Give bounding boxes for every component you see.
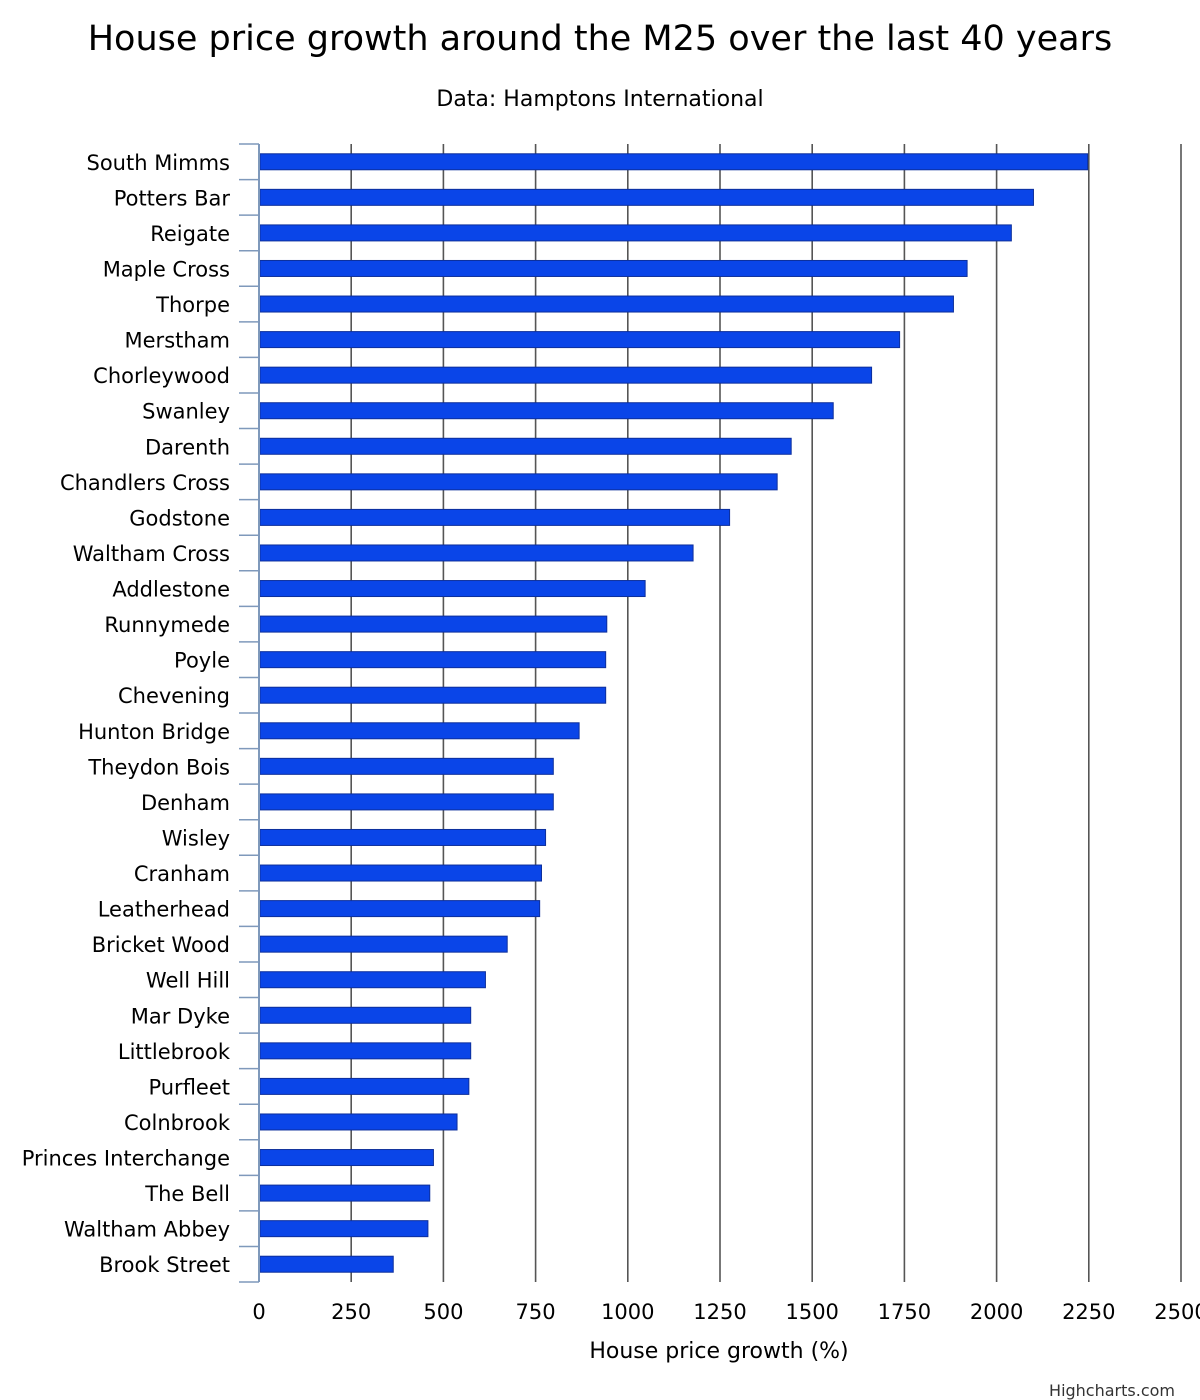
category-label: Purfleet <box>148 1075 230 1099</box>
bar-maple-cross <box>259 259 968 277</box>
value-axis: 0 250 500 750 1000 1250 1500 1750 2000 2250 2500 <box>252 1300 1200 1324</box>
category-label: Littlebrook <box>118 1040 231 1064</box>
category-axis: South Mimms Potters Bar Reigate Maple Cross… <box>22 143 260 1283</box>
chart-title: House price growth around the M25 over t… <box>88 19 1113 59</box>
x-tick-label: 750 <box>516 1300 556 1324</box>
x-tick-label: 1750 <box>878 1300 931 1324</box>
category-label: Swanley <box>142 400 230 424</box>
credits-link[interactable]: Highcharts.com <box>1049 1381 1175 1400</box>
bar-south-mimms <box>259 153 1089 171</box>
category-label: Chevening <box>118 684 230 708</box>
category-label: Colnbrook <box>124 1111 231 1135</box>
x-tick-label: 500 <box>423 1300 463 1324</box>
category-label: Wisley <box>162 826 230 850</box>
category-label: Potters Bar <box>114 186 231 210</box>
bar-swanley <box>259 402 834 420</box>
bar-chevening <box>259 686 607 704</box>
category-label: Hunton Bridge <box>78 720 230 744</box>
category-label: Merstham <box>125 329 230 353</box>
bar-merstham <box>259 331 901 349</box>
bar-thorpe <box>259 295 954 313</box>
x-tick-label: 1500 <box>785 1300 838 1324</box>
bar-mar-dyke <box>259 1006 472 1024</box>
bar-darenth <box>259 437 792 455</box>
category-label: Thorpe <box>155 293 230 317</box>
bar-purfleet <box>259 1077 470 1095</box>
bar-godstone <box>259 508 731 526</box>
chart-subtitle: Data: Hamptons International <box>436 87 763 112</box>
category-label: Princes Interchange <box>22 1147 230 1171</box>
bar-reigate <box>259 224 1012 242</box>
bar-chandlers-cross <box>259 473 778 491</box>
category-label: Cranham <box>134 862 230 886</box>
category-label: Maple Cross <box>103 257 230 281</box>
category-label: Denham <box>141 791 230 815</box>
category-label: Addlestone <box>112 578 230 602</box>
category-label: Poyle <box>174 649 230 673</box>
category-label: Waltham Cross <box>73 542 230 566</box>
x-tick-label: 1250 <box>693 1300 746 1324</box>
x-tick-label: 2500 <box>1154 1300 1200 1324</box>
category-label: Theydon Bois <box>87 755 230 779</box>
category-label: Chandlers Cross <box>60 471 230 495</box>
category-label: Godstone <box>129 506 230 530</box>
bar-bricket-wood <box>259 935 508 953</box>
category-label: Reigate <box>150 222 230 246</box>
bar-chorleywood <box>259 366 873 384</box>
category-label: Runnymede <box>104 613 230 637</box>
category-label: Well Hill <box>146 969 230 993</box>
x-tick-label: 1000 <box>601 1300 654 1324</box>
category-label: The Bell <box>144 1182 230 1206</box>
bar-waltham-abbey <box>259 1220 429 1238</box>
bar-well-hill <box>259 971 486 989</box>
x-tick-label: 250 <box>331 1300 371 1324</box>
bar-cranham <box>259 864 543 882</box>
bar-denham <box>259 793 554 811</box>
bars <box>259 153 1089 1273</box>
category-label: Waltham Abbey <box>64 1218 230 1242</box>
bar-leatherhead <box>259 900 541 918</box>
bar-princes-interchange <box>259 1149 434 1167</box>
bar-hunton-bridge <box>259 722 580 740</box>
x-tick-label: 2250 <box>1062 1300 1115 1324</box>
bar-littlebrook <box>259 1042 472 1060</box>
bar-poyle <box>259 651 607 669</box>
x-axis-title: House price growth (%) <box>589 1339 848 1364</box>
bar-colnbrook <box>259 1113 458 1131</box>
category-label: South Mimms <box>86 151 230 175</box>
x-tick-label: 2000 <box>970 1300 1023 1324</box>
bar-potters-bar <box>259 188 1034 206</box>
category-label: Brook Street <box>99 1253 230 1277</box>
bar-runnymede <box>259 615 608 633</box>
category-label: Darenth <box>145 435 230 459</box>
bar-waltham-cross <box>259 544 694 562</box>
category-label: Bricket Wood <box>92 933 230 957</box>
bar-theydon-bois <box>259 757 554 775</box>
category-label: Mar Dyke <box>131 1004 230 1028</box>
bar-wisley <box>259 828 547 846</box>
gridlines <box>350 144 1182 1282</box>
bar-the-bell <box>259 1184 431 1202</box>
category-label: Leatherhead <box>98 898 230 922</box>
bar-brook-street <box>259 1255 394 1273</box>
x-tick-label: 0 <box>252 1300 265 1324</box>
bar-addlestone <box>259 580 646 598</box>
category-label: Chorleywood <box>93 364 230 388</box>
